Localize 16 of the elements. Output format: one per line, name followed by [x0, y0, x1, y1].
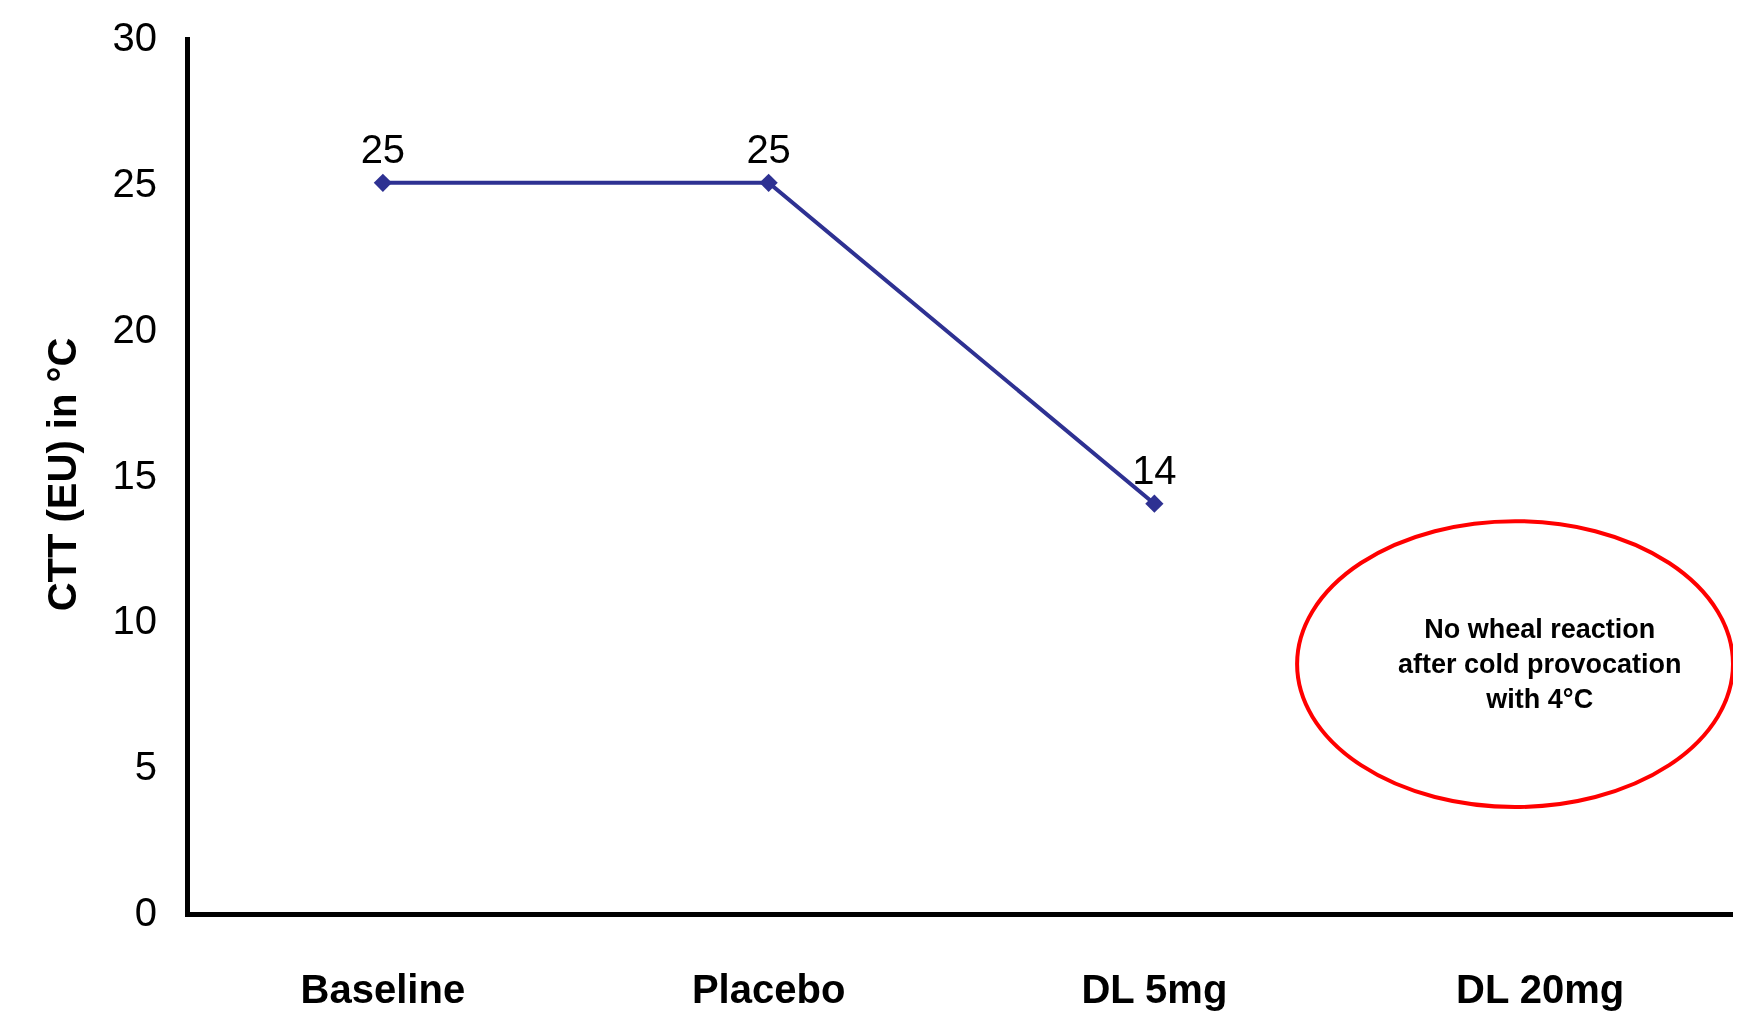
x-tick-label: Placebo	[691, 967, 846, 1011]
y-tick-label: 0	[134, 890, 157, 934]
x-tick-label: Baseline	[300, 967, 466, 1011]
y-tick-label: 5	[134, 744, 157, 789]
x-tick-label: DL 20mg	[1456, 967, 1625, 1011]
y-axis-title: CTT (EU) in °C	[40, 337, 84, 612]
y-tick-label: 10	[112, 598, 157, 643]
y-tick-label: 20	[112, 306, 157, 351]
y-tick-label: 15	[112, 452, 157, 497]
y-tick-label: 25	[112, 160, 157, 205]
data-label: 14	[1132, 447, 1177, 492]
annotation: No wheal reaction after cold provocation with 4°C	[1398, 614, 1682, 715]
y-tick-label: 30	[112, 15, 157, 59]
data-label: 25	[746, 127, 791, 172]
data-label: 25	[360, 127, 406, 172]
x-tick-label: DL 5mg	[1081, 967, 1228, 1011]
